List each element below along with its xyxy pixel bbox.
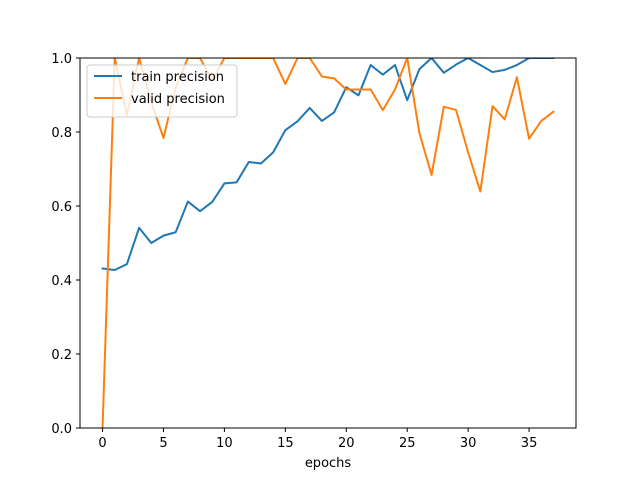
- x-axis-label: epochs: [305, 456, 352, 471]
- x-tick-label: 25: [399, 436, 416, 451]
- x-tick-label: 0: [98, 436, 106, 451]
- series-line-0: [101, 58, 555, 272]
- x-tick-label: 20: [338, 436, 355, 451]
- y-tick-label: 0.2: [51, 348, 72, 363]
- x-tick-label: 35: [521, 436, 538, 451]
- plot-frame: [79, 57, 577, 429]
- legend-label-0: train precision: [131, 70, 224, 85]
- legend: train precision valid precision: [86, 64, 238, 118]
- legend-box: [86, 64, 238, 118]
- y-tick-label: 1.0: [51, 52, 72, 67]
- y-tick-label: 0.0: [51, 422, 72, 437]
- y-tick-label: 0.6: [51, 200, 72, 215]
- x-tick-label: 5: [159, 436, 167, 451]
- y-tick-label: 0.8: [51, 126, 72, 141]
- x-tick-label: 30: [460, 436, 477, 451]
- axes-layer: 0 5 10 15 20 25 30 35 0.0 0.2 0.4 0.6 0.8 1.0: [51, 52, 577, 451]
- y-tick-label: 0.4: [51, 274, 72, 289]
- legend-label-1: valid precision: [131, 92, 225, 107]
- x-tick-label: 10: [216, 436, 233, 451]
- x-tick-label: 15: [277, 436, 294, 451]
